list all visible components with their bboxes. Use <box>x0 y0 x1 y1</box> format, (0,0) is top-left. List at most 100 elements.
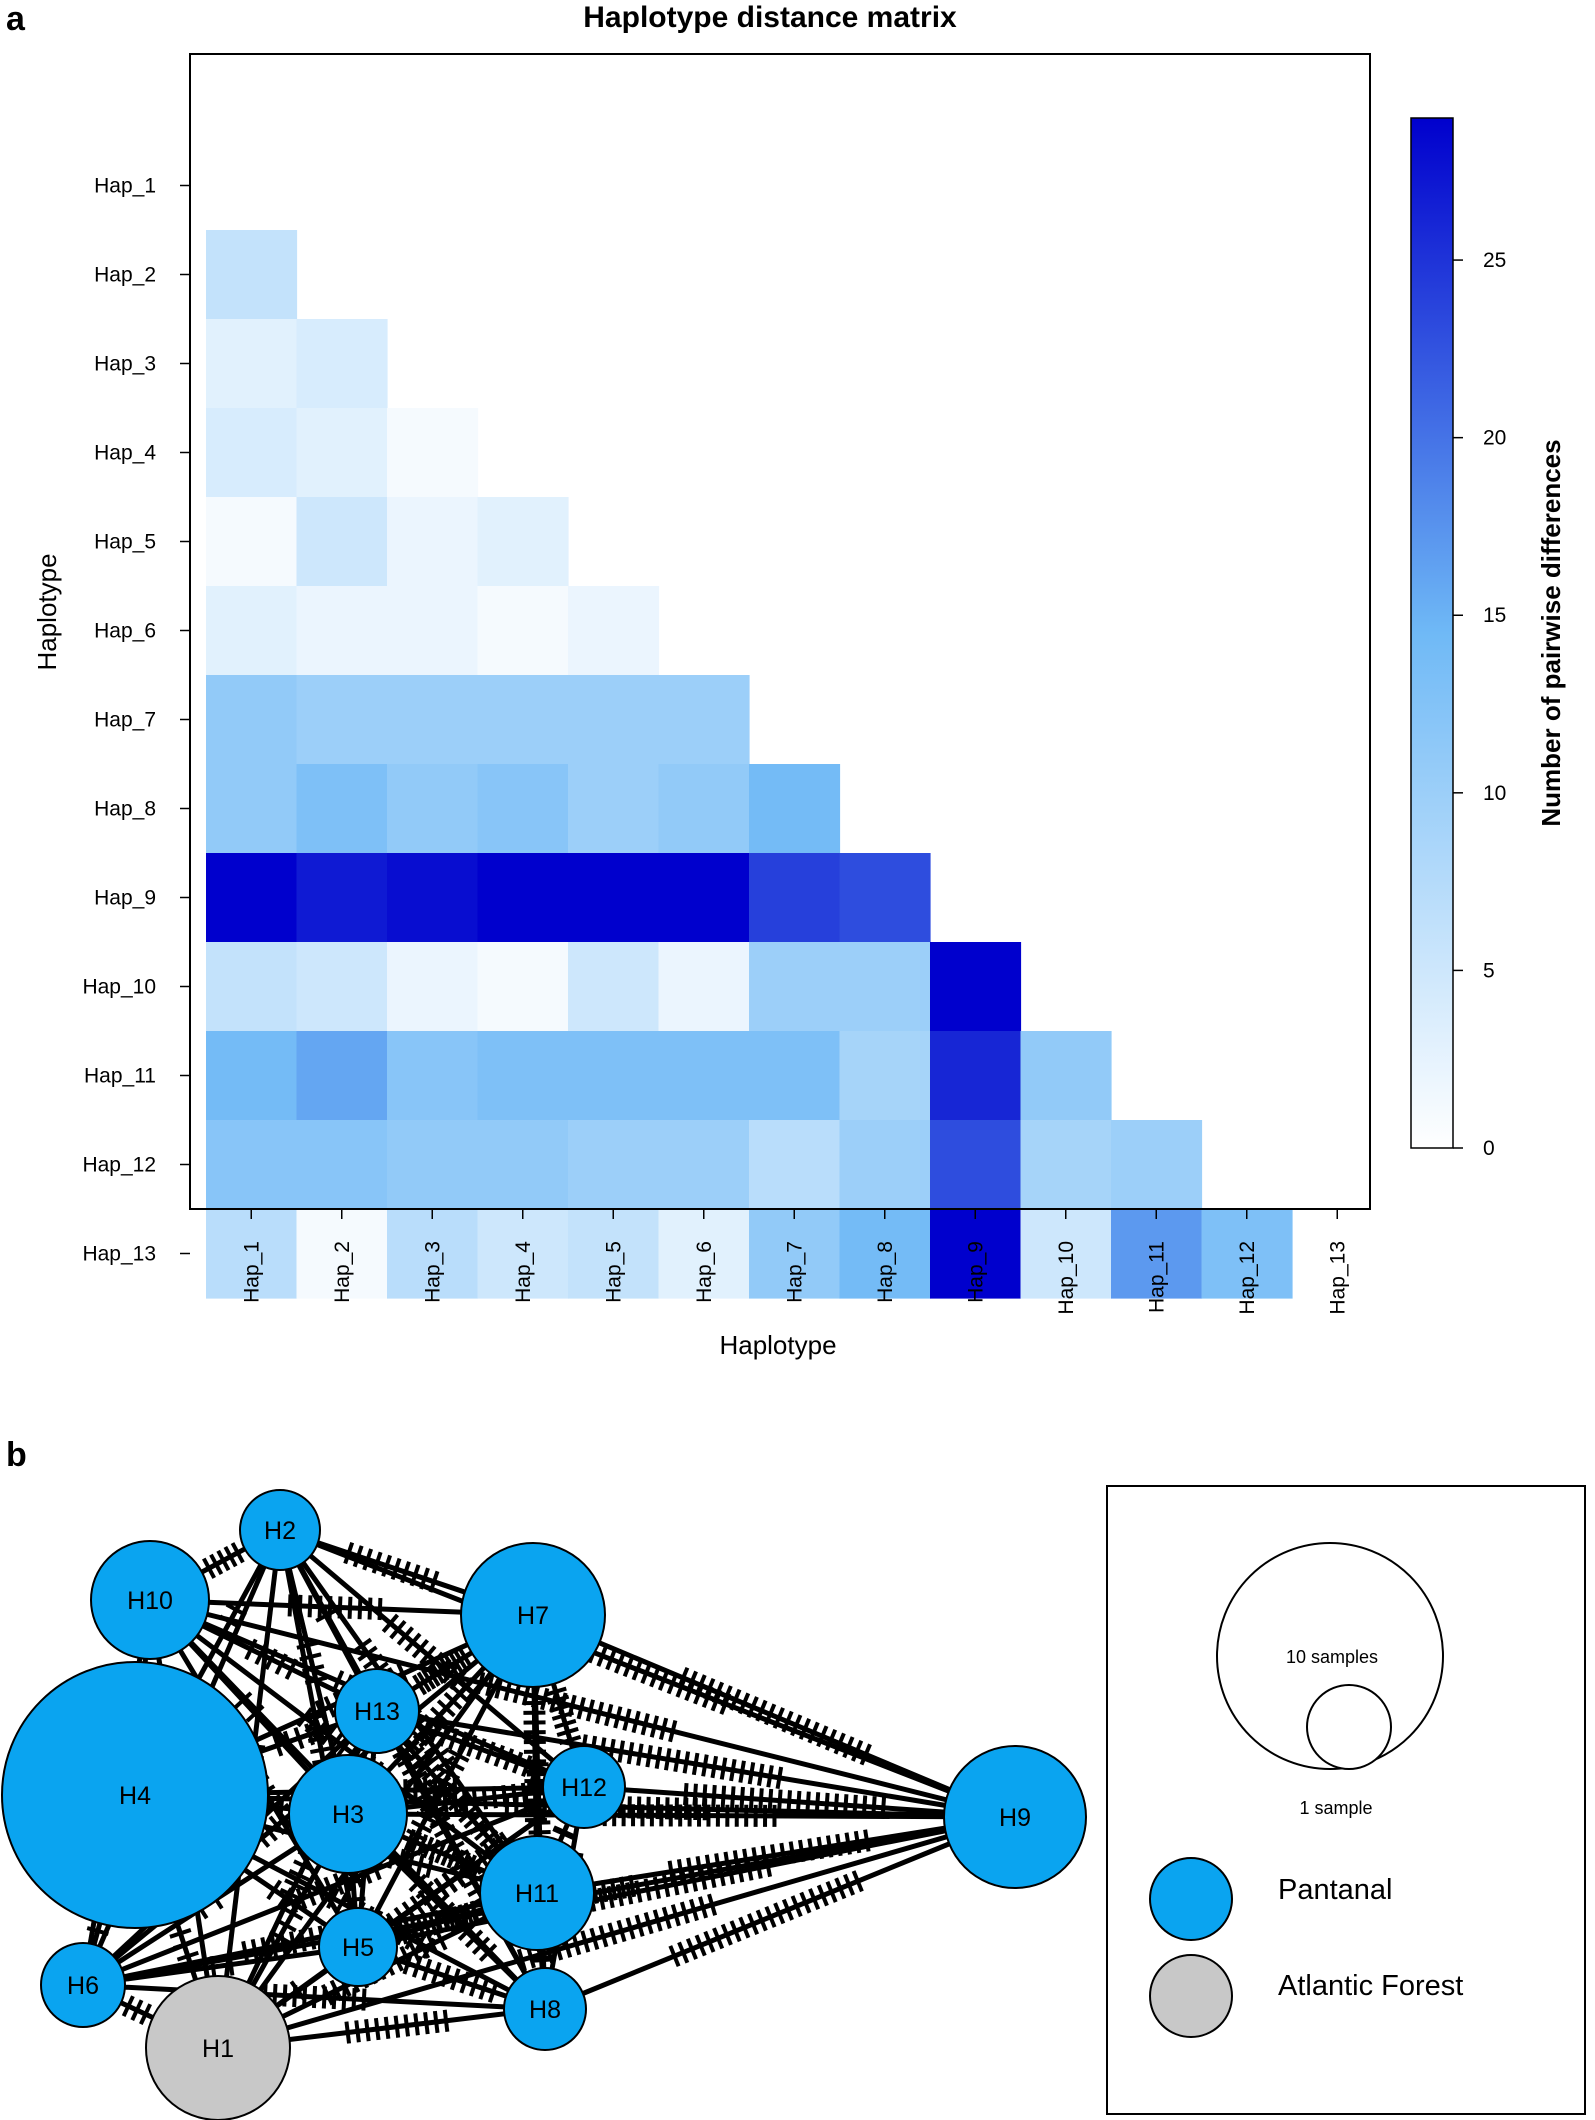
col-tick-label: Hap_11 <box>1145 1241 1168 1313</box>
heatmap-cell <box>749 764 841 854</box>
colorbar-ticks: 0 5 10 15 20 25 <box>1453 249 1506 1160</box>
heatmap-cell <box>658 942 750 1032</box>
heatmap-cell <box>296 1209 388 1299</box>
heatmap-cell <box>658 1209 750 1299</box>
heatmap-cell <box>658 764 750 854</box>
heatmap-cell <box>1020 1031 1112 1121</box>
heatmap-cell <box>206 408 298 498</box>
heatmap-cell <box>387 1209 479 1299</box>
row-tick-label: Hap_1 <box>94 175 156 198</box>
node-label: H4 <box>119 1782 151 1810</box>
legend-atlantic-forest-swatch <box>1149 1954 1233 2038</box>
node-h10 <box>90 1540 210 1660</box>
heatmap-cell <box>477 853 569 943</box>
heatmap-cell <box>387 408 479 498</box>
heatmap-cell <box>1020 1209 1112 1299</box>
node-label: H5 <box>342 1934 374 1962</box>
heatmap-cell <box>568 1120 660 1210</box>
colorbar-tick-label: 5 <box>1483 959 1495 982</box>
heatmap-cell <box>296 319 388 409</box>
heatmap-cell <box>387 497 479 587</box>
heatmap-cell <box>296 1120 388 1210</box>
heatmap-cell <box>206 853 298 943</box>
row-tick-label: Hap_2 <box>94 264 156 287</box>
heatmap-cell <box>387 1031 479 1121</box>
heatmap-cell <box>206 1209 298 1299</box>
heatmap-cell <box>296 497 388 587</box>
colorbar-tick-label: 15 <box>1483 604 1506 627</box>
col-tick-label: Hap_10 <box>1055 1241 1078 1315</box>
heatmap-cell <box>568 586 660 676</box>
node-label: H8 <box>529 1996 561 2024</box>
heatmap-cell <box>839 1031 931 1121</box>
heatmap-cell <box>568 942 660 1032</box>
node-label: H11 <box>515 1880 559 1908</box>
heatmap-cell <box>477 1031 569 1121</box>
node-h13 <box>334 1668 420 1754</box>
col-tick-label: Hap_7 <box>783 1241 806 1303</box>
heatmap-cell <box>206 586 298 676</box>
node-label: H7 <box>517 1602 549 1630</box>
heatmap-cell <box>568 675 660 765</box>
col-tick-label: Hap_12 <box>1236 1241 1259 1315</box>
node-label: H13 <box>354 1698 400 1726</box>
heatmap-cell <box>658 1120 750 1210</box>
col-tick-label: Hap_4 <box>512 1241 535 1303</box>
heatmap-cell <box>206 1031 298 1121</box>
network-nodes: H1 H2 H3 H4 H5 H6 H7 H8 H9 H10 H11 H12 H13 <box>1 1489 1087 2120</box>
row-tick-label: Hap_11 <box>84 1065 156 1088</box>
node-label: H10 <box>127 1587 173 1615</box>
node-label: H9 <box>999 1804 1031 1832</box>
node-h8 <box>503 1967 587 2051</box>
col-tick-labels: Hap_1 Hap_2 Hap_3 Hap_4 Hap_5 Hap_6 Hap_7 Hap_8… <box>240 1209 1349 1315</box>
heatmap-cell <box>658 853 750 943</box>
node-h11 <box>479 1835 595 1951</box>
heatmap-cell <box>206 230 298 320</box>
heatmap-cell <box>477 764 569 854</box>
heatmap-cell <box>387 764 479 854</box>
legend-atlantic-forest-label: Atlantic Forest <box>1278 1970 1463 2002</box>
colorbar-tick-label: 10 <box>1483 782 1506 805</box>
network-edge <box>583 1782 1016 1820</box>
heatmap-cell <box>930 1120 1022 1210</box>
row-tick-labels: Hap_1 Hap_2 Hap_3 Hap_4 Hap_5 Hap_6 Hap_7 Hap_8… <box>82 175 190 1266</box>
network-edge <box>544 1814 1016 2012</box>
heatmap-cell <box>568 1031 660 1121</box>
network-edge <box>376 1708 1016 1820</box>
col-tick-label: Hap_5 <box>602 1241 625 1303</box>
heatmap-cell <box>477 497 569 587</box>
heatmap-cell <box>296 675 388 765</box>
heatmap-cell <box>296 1031 388 1121</box>
col-tick-label: Hap_3 <box>421 1241 444 1303</box>
heatmap-cell <box>477 1120 569 1210</box>
col-tick-label: Hap_1 <box>240 1241 263 1303</box>
node-h5 <box>318 1907 398 1987</box>
node-h1 <box>145 1975 291 2120</box>
heatmap-cell <box>839 1209 931 1299</box>
heatmap-cell <box>839 942 931 1032</box>
network-edge <box>149 1597 1016 1820</box>
network-edge <box>532 1612 1016 1820</box>
heatmap-cell <box>568 853 660 943</box>
colorbar <box>1410 117 1454 1149</box>
col-tick-label: Hap_9 <box>964 1241 987 1303</box>
row-tick-label: Hap_10 <box>82 976 156 999</box>
heatmap-cell <box>1111 1209 1203 1299</box>
heatmap-cell <box>206 675 298 765</box>
plot-frame <box>189 53 1371 1210</box>
colorbar-tick-label: 0 <box>1483 1137 1495 1160</box>
legend-pantanal-swatch <box>1149 1857 1233 1941</box>
node-h12 <box>542 1745 626 1829</box>
legend-size-large-label: 10 samples <box>1286 1647 1378 1667</box>
node-h2 <box>239 1489 321 1571</box>
heatmap-cell <box>206 942 298 1032</box>
legend-size-small-label: 1 sample <box>1299 1798 1372 1818</box>
col-tick-label: Hap_8 <box>874 1241 897 1303</box>
heatmap-cell <box>568 764 660 854</box>
node-label: H12 <box>561 1774 607 1802</box>
row-tick-label: Hap_4 <box>94 442 156 465</box>
heatmap-cell <box>930 1031 1022 1121</box>
heatmap-cell <box>206 497 298 587</box>
heatmap-cell <box>839 1120 931 1210</box>
